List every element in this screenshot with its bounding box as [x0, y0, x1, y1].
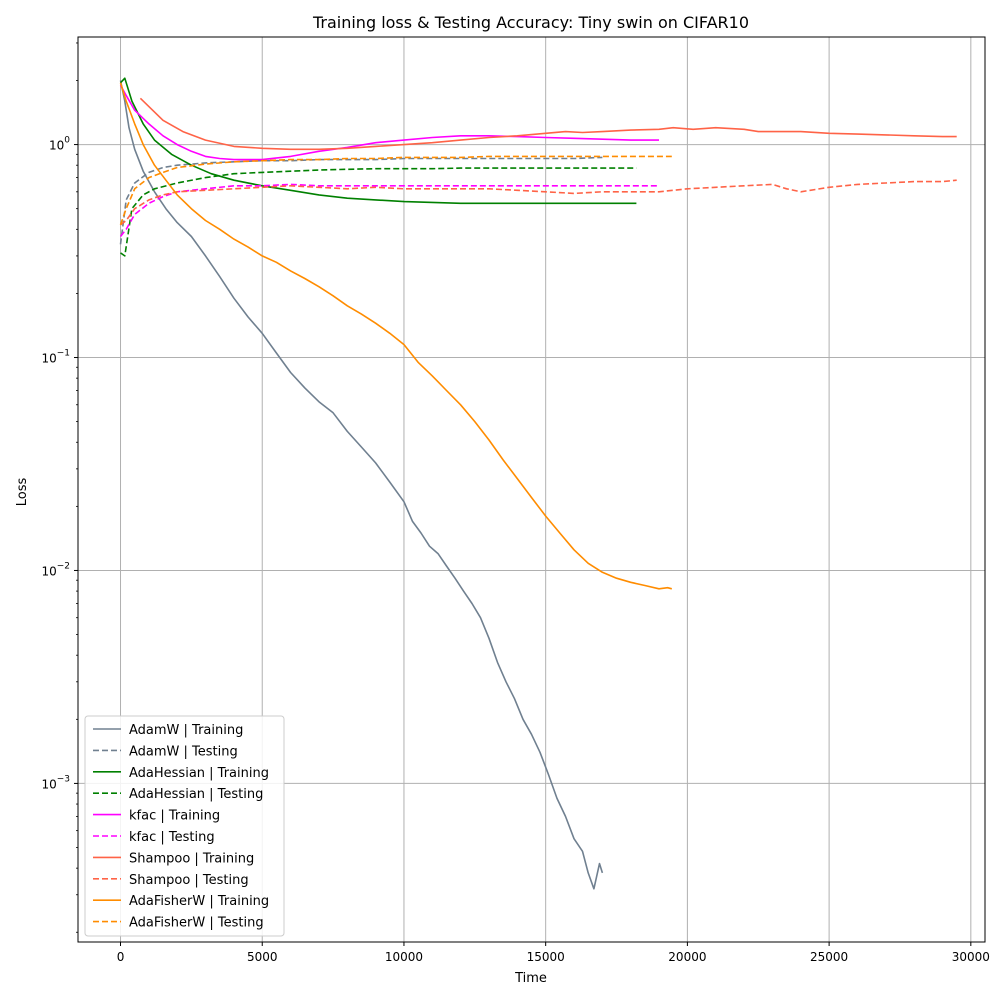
series-line-0: [119, 80, 604, 890]
chart-title: Training loss & Testing Accuracy: Tiny s…: [312, 13, 749, 32]
legend: AdamW | Training AdamW | Testing AdaHessia…: [84, 715, 285, 937]
series-line-5: [119, 183, 659, 237]
y-tick-label: 100: [49, 136, 70, 153]
y-axis-label: Loss: [15, 478, 30, 507]
x-tick-label: 25000: [810, 950, 848, 964]
series-line-8: [119, 82, 673, 590]
x-tick-label: 5000: [247, 950, 278, 964]
legend-label: AdamW | Testing: [129, 744, 238, 759]
legend-label: AdaHessian | Training: [129, 766, 269, 781]
x-tick-label: 0: [117, 950, 125, 964]
x-tick-label: 15000: [527, 950, 565, 964]
plot-lines: [119, 77, 957, 890]
x-tick-label: 10000: [385, 950, 423, 964]
series-line-9: [119, 155, 672, 226]
plot-frame: [77, 36, 986, 943]
legend-label: kfac | Testing: [129, 830, 215, 845]
x-axis-label: Time: [514, 971, 547, 986]
legend-label: Shampoo | Training: [129, 851, 254, 866]
series-line-6: [139, 97, 957, 151]
legend-label: AdamW | Training: [129, 723, 243, 738]
series-line-2: [119, 77, 637, 205]
series-line-3: [120, 167, 637, 257]
legend-label: AdaFisherW | Testing: [129, 916, 264, 931]
legend-label: AdaHessian | Testing: [129, 787, 263, 802]
y-tick-label: 10−3: [41, 774, 70, 791]
series-line-7: [120, 179, 957, 226]
x-tick-label: 30000: [952, 950, 990, 964]
legend-label: Shampoo | Testing: [129, 873, 249, 888]
y-tick-label: 10−2: [41, 561, 70, 578]
axis-ticks: 0 5000 10000 15000 20000 25000 30000 10−3 10−2 10…: [41, 42, 990, 964]
x-tick-label: 20000: [668, 950, 706, 964]
legend-label: AdaFisherW | Training: [129, 894, 269, 909]
series-line-1: [119, 156, 603, 245]
series-line-4: [119, 84, 659, 161]
legend-box: [84, 715, 285, 937]
y-tick-label: 10−1: [41, 349, 70, 366]
legend-label: kfac | Training: [129, 809, 220, 824]
